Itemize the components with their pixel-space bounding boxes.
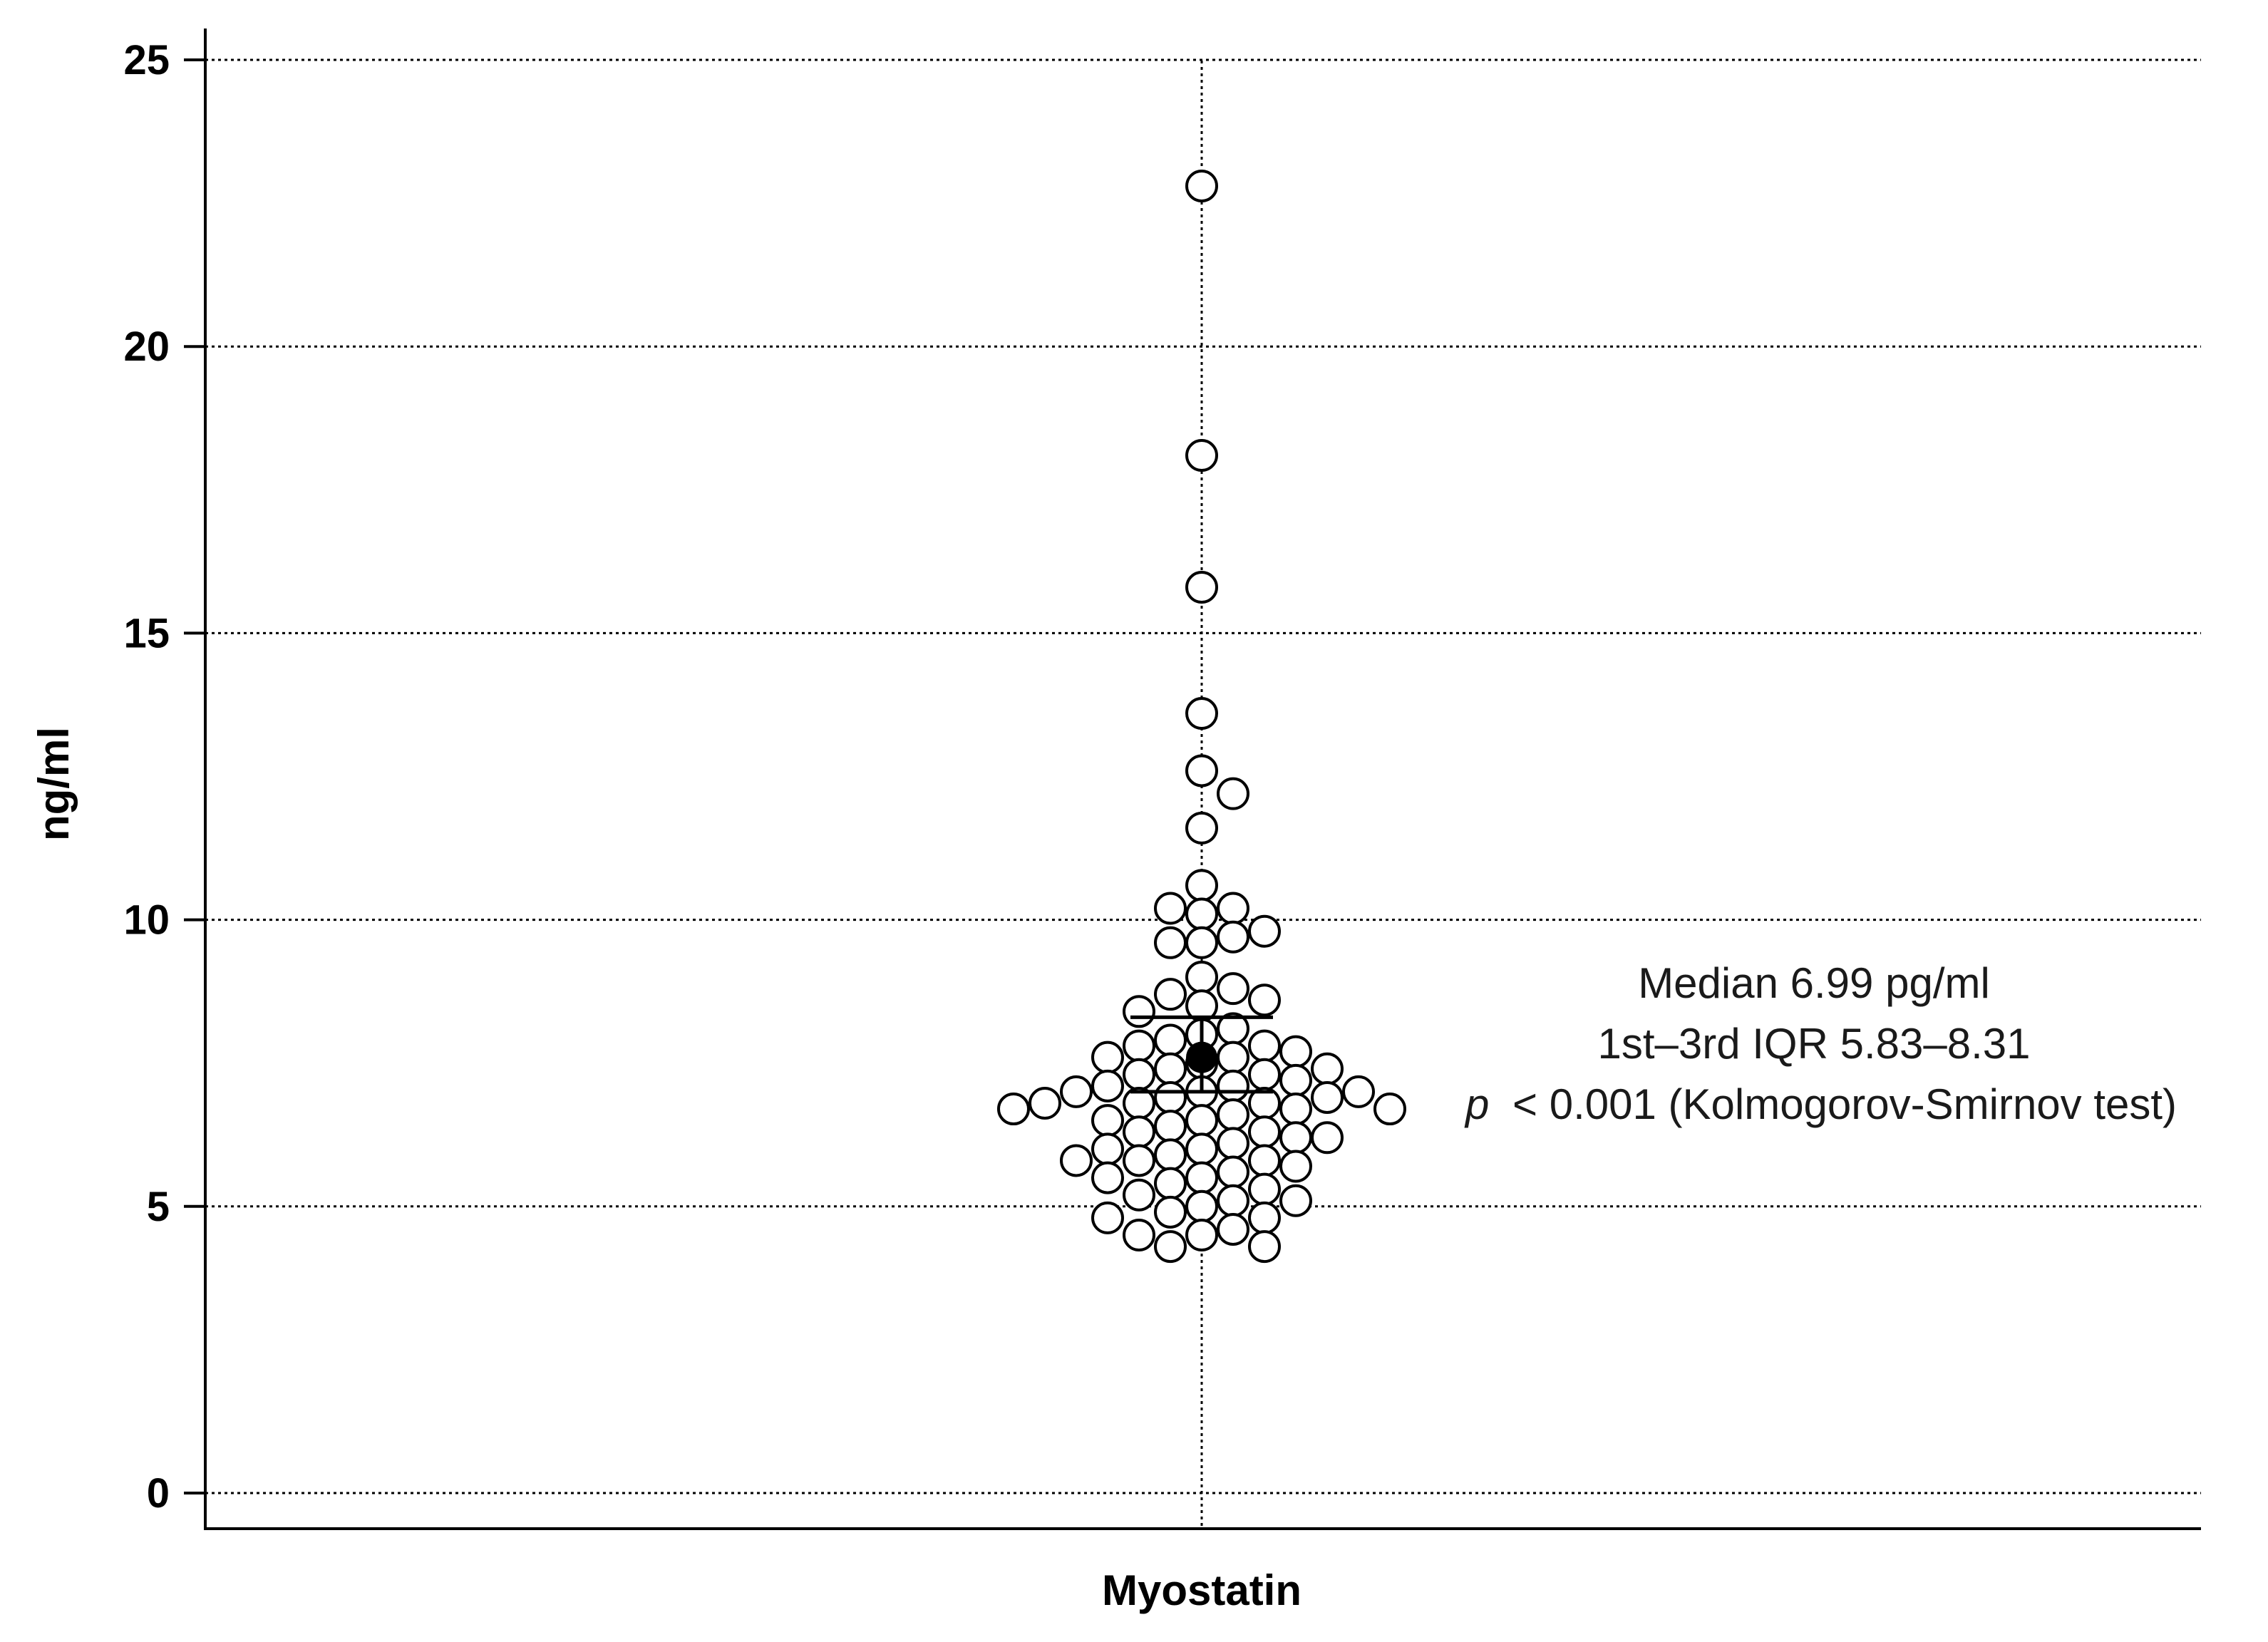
- data-point-64: [1217, 1155, 1249, 1189]
- data-point-5: [1217, 777, 1249, 810]
- data-point-15: [1185, 961, 1218, 994]
- data-point-13: [1185, 926, 1218, 959]
- data-point-71: [1279, 1184, 1312, 1217]
- data-point-63: [1279, 1150, 1312, 1183]
- y-tick-label-15: 15: [123, 610, 170, 656]
- data-point-41: [1311, 1080, 1344, 1114]
- gridlines: [184, 58, 2201, 1494]
- data-point-12: [1217, 920, 1249, 954]
- data-point-7: [1185, 869, 1218, 902]
- data-point-52: [1248, 1115, 1281, 1149]
- mean-marker: [1186, 1041, 1217, 1073]
- data-point-32: [1248, 1058, 1281, 1091]
- data-point-47: [997, 1093, 1030, 1126]
- data-point-39: [1342, 1075, 1375, 1108]
- data-point-56: [1217, 1127, 1249, 1160]
- y-tick-label-20: 20: [123, 324, 170, 370]
- data-point-38: [1060, 1075, 1093, 1108]
- data-point-59: [1154, 1138, 1187, 1172]
- data-point-50: [1091, 1104, 1124, 1137]
- y-tick-label-0: 0: [147, 1470, 170, 1517]
- data-point-55: [1311, 1121, 1344, 1155]
- data-point-18: [1248, 983, 1281, 1017]
- data-point-61: [1123, 1144, 1155, 1177]
- y-axis-title: ng/ml: [30, 727, 78, 841]
- data-point-68: [1248, 1172, 1281, 1206]
- mean-ci-marker: [1130, 1015, 1273, 1094]
- p-value-annotation: p < 0.001 (Kolmogorov-Smirnov test): [1464, 1080, 2177, 1128]
- data-point-75: [1091, 1201, 1124, 1234]
- data-point-72: [1185, 1189, 1218, 1223]
- data-point-78: [1123, 1219, 1155, 1252]
- data-point-51: [1154, 1110, 1187, 1143]
- data-point-70: [1217, 1184, 1249, 1217]
- data-point-45: [1279, 1093, 1312, 1126]
- data-point-31: [1311, 1052, 1344, 1085]
- data-point-80: [1248, 1230, 1281, 1264]
- data-point-48: [1217, 1098, 1249, 1132]
- data-point-24: [1248, 1029, 1281, 1063]
- plot-axes: [204, 29, 2201, 1530]
- data-point-27: [1217, 1041, 1249, 1074]
- data-point-3: [1185, 697, 1218, 730]
- data-point-9: [1154, 892, 1187, 925]
- data-point-67: [1154, 1167, 1187, 1200]
- data-point-26: [1279, 1035, 1312, 1068]
- data-point-54: [1279, 1121, 1312, 1155]
- data-point-4: [1185, 754, 1218, 788]
- y-tick-labels: 0 5 10 15 20 25: [123, 37, 170, 1517]
- p-value-text: < 0.001 (Kolmogorov-Smirnov test): [1512, 1080, 2177, 1128]
- data-point-30: [1154, 1052, 1187, 1085]
- data-point-16: [1217, 972, 1249, 1006]
- data-point-69: [1123, 1178, 1155, 1212]
- data-point-14: [1154, 926, 1187, 959]
- data-point-66: [1091, 1161, 1124, 1194]
- data-point-23: [1154, 1023, 1187, 1057]
- data-point-36: [1091, 1069, 1124, 1103]
- y-tick-label-5: 5: [147, 1184, 170, 1230]
- data-point-25: [1123, 1029, 1155, 1063]
- data-point-40: [1154, 1080, 1187, 1114]
- statistics-annotation: Median 6.99 pg/ml 1st–3rd IQR 5.83–8.31 …: [1464, 959, 2177, 1128]
- data-point-11: [1248, 914, 1281, 948]
- data-point-74: [1248, 1201, 1281, 1234]
- data-point-34: [1279, 1063, 1312, 1097]
- data-point-79: [1154, 1230, 1187, 1264]
- p-symbol: p: [1464, 1080, 1489, 1128]
- data-point-46: [1373, 1093, 1406, 1126]
- data-point-73: [1154, 1195, 1187, 1229]
- data-point-2: [1185, 571, 1218, 604]
- data-point-57: [1185, 1132, 1218, 1166]
- data-point-0: [1185, 169, 1218, 202]
- data-point-58: [1091, 1132, 1124, 1166]
- data-point-53: [1123, 1115, 1155, 1149]
- data-points: [997, 169, 1406, 1264]
- data-point-33: [1123, 1058, 1155, 1091]
- data-point-20: [1123, 995, 1155, 1028]
- x-axis-category-label: Myostatin: [1102, 1566, 1301, 1614]
- data-point-1: [1185, 439, 1218, 473]
- iqr-annotation: 1st–3rd IQR 5.83–8.31: [1597, 1020, 2030, 1068]
- data-point-44: [1029, 1087, 1061, 1120]
- data-point-76: [1217, 1212, 1249, 1246]
- median-annotation: Median 6.99 pg/ml: [1638, 959, 1990, 1007]
- data-point-35: [1217, 1069, 1249, 1103]
- data-point-28: [1091, 1041, 1124, 1074]
- y-tick-label-10: 10: [123, 897, 170, 944]
- y-tick-label-25: 25: [123, 37, 170, 83]
- data-point-77: [1185, 1219, 1218, 1252]
- data-point-49: [1185, 1104, 1218, 1137]
- data-point-60: [1248, 1144, 1281, 1177]
- data-point-62: [1060, 1144, 1093, 1177]
- data-point-65: [1185, 1161, 1218, 1194]
- data-point-8: [1217, 892, 1249, 925]
- data-point-10: [1185, 897, 1218, 931]
- data-point-6: [1185, 811, 1218, 845]
- data-point-17: [1154, 978, 1187, 1011]
